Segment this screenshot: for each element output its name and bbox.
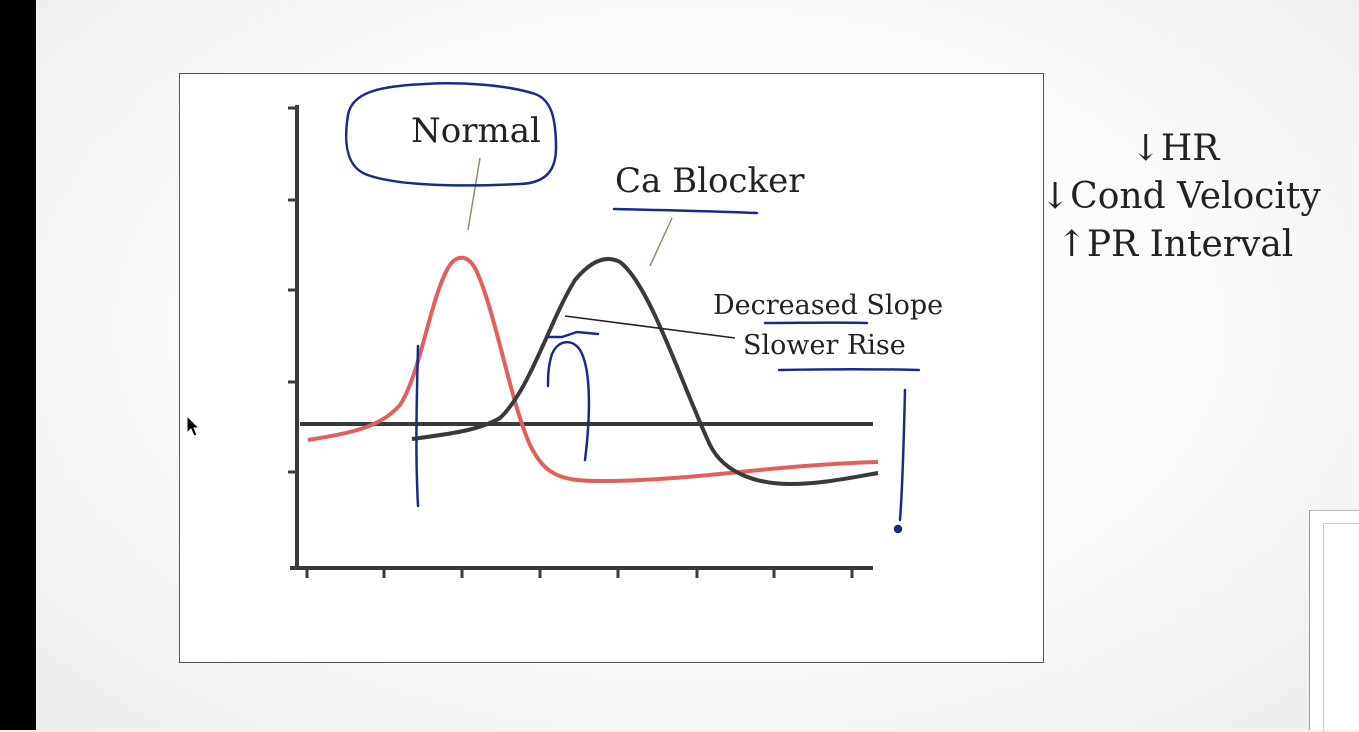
ink-underline-slower-rise	[779, 369, 919, 370]
slope-leader-line	[565, 316, 735, 338]
cursor-pointer-icon	[187, 416, 199, 436]
ca-blocker-leader-line	[650, 218, 672, 266]
slower-rise-label: Slower Rise	[743, 332, 906, 359]
effect-pr-interval: ↑PR Interval	[1040, 221, 1310, 269]
decreased-slope-label: Decreased Slope	[713, 292, 943, 319]
ca-blocker-label: Ca Blocker	[615, 164, 804, 198]
corner-window-thumbnail[interactable]	[1309, 510, 1359, 730]
effect-cond-velocity: ↓Cond Velocity	[1040, 173, 1310, 221]
ink-arrowhead	[548, 332, 598, 337]
ink-dot	[895, 526, 901, 532]
ink-underline-ca-blocker	[614, 209, 757, 213]
normal-leader-line	[468, 158, 480, 230]
ink-vertical-mark-right	[900, 390, 905, 520]
corner-window-inner	[1323, 523, 1359, 732]
normal-label: Normal	[411, 114, 541, 148]
ink-vertical-mark-left	[416, 346, 418, 506]
effects-list: ↓HR ↓Cond Velocity ↑PR Interval	[1040, 125, 1310, 269]
effect-hr: ↓HR	[1040, 125, 1310, 173]
ink-curved-arrow	[548, 342, 589, 460]
